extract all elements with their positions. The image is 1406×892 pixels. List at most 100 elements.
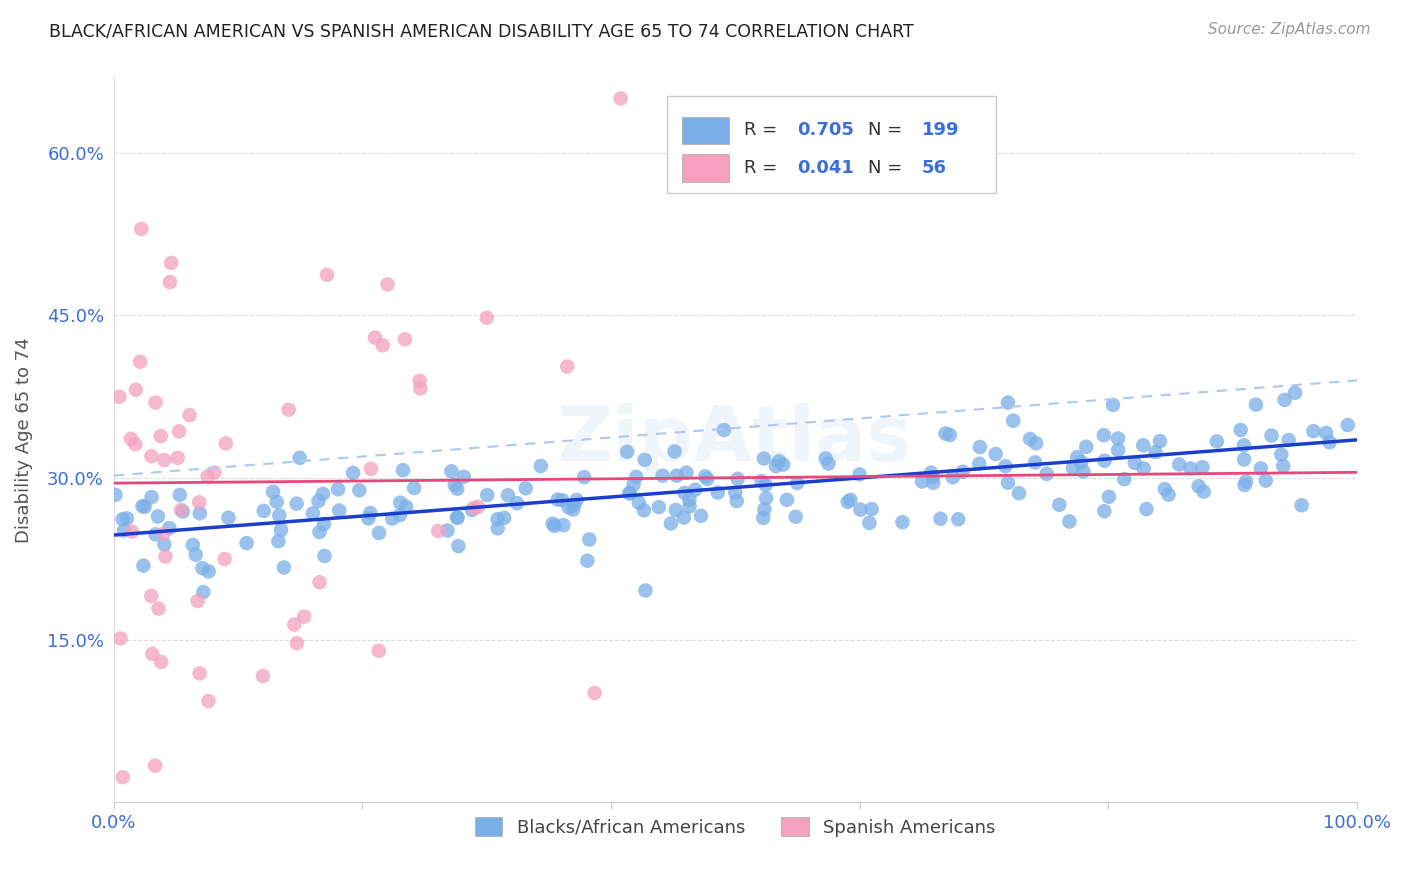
Point bbox=[506, 496, 529, 510]
Point bbox=[1076, 440, 1098, 454]
Point bbox=[696, 472, 718, 486]
Point bbox=[467, 500, 489, 514]
Point bbox=[1234, 475, 1257, 489]
Point bbox=[920, 466, 942, 480]
Point bbox=[673, 486, 696, 500]
Point bbox=[969, 440, 991, 454]
Legend: Blacks/African Americans, Spanish Americans: Blacks/African Americans, Spanish Americ… bbox=[468, 810, 1002, 844]
Point bbox=[1062, 461, 1084, 475]
Point bbox=[543, 518, 565, 533]
Point bbox=[111, 512, 134, 526]
Point bbox=[1114, 472, 1136, 486]
Point bbox=[1168, 458, 1191, 472]
Point bbox=[496, 488, 519, 502]
Point bbox=[1047, 498, 1070, 512]
Point bbox=[453, 469, 475, 483]
Point bbox=[1107, 443, 1129, 458]
Point bbox=[349, 483, 371, 498]
Point bbox=[160, 256, 183, 270]
Point bbox=[129, 355, 152, 369]
Point bbox=[633, 503, 655, 517]
Point bbox=[1008, 486, 1031, 500]
Point bbox=[149, 429, 172, 443]
Point bbox=[409, 381, 432, 395]
Point bbox=[1059, 515, 1081, 529]
Point bbox=[308, 575, 330, 590]
Point bbox=[1035, 467, 1057, 481]
Point bbox=[146, 509, 169, 524]
Point bbox=[312, 516, 335, 531]
Point bbox=[997, 475, 1019, 490]
Point bbox=[1244, 398, 1267, 412]
FancyBboxPatch shape bbox=[666, 95, 997, 194]
Point bbox=[695, 469, 717, 483]
Point bbox=[427, 524, 450, 538]
Point bbox=[494, 511, 516, 525]
Point bbox=[129, 222, 152, 236]
Point bbox=[1094, 453, 1116, 467]
Point bbox=[1192, 484, 1215, 499]
Point bbox=[110, 632, 132, 646]
Point bbox=[159, 275, 181, 289]
Point bbox=[1233, 452, 1256, 467]
Point bbox=[367, 644, 389, 658]
Point bbox=[1024, 455, 1046, 469]
Point bbox=[623, 477, 645, 491]
Point bbox=[1291, 498, 1313, 512]
Point bbox=[188, 507, 211, 521]
Point bbox=[104, 488, 127, 502]
Point bbox=[1132, 461, 1154, 475]
Point bbox=[285, 497, 308, 511]
Point bbox=[475, 310, 498, 325]
Point bbox=[616, 444, 638, 458]
Text: 0.041: 0.041 bbox=[797, 159, 855, 177]
Point bbox=[125, 383, 148, 397]
Point bbox=[359, 506, 381, 520]
Point bbox=[477, 488, 499, 502]
Point bbox=[108, 390, 131, 404]
Point bbox=[292, 609, 315, 624]
Point bbox=[772, 458, 794, 472]
Point bbox=[1315, 425, 1337, 440]
Point bbox=[316, 268, 339, 282]
Point bbox=[911, 475, 934, 489]
Point bbox=[515, 481, 537, 495]
Point bbox=[1229, 423, 1251, 437]
Point bbox=[858, 516, 880, 530]
Point bbox=[1102, 398, 1125, 412]
Text: ZipAtlas: ZipAtlas bbox=[558, 403, 912, 477]
Point bbox=[627, 496, 650, 510]
Point bbox=[1337, 418, 1360, 433]
Point bbox=[1066, 450, 1088, 464]
Point bbox=[626, 470, 648, 484]
Point bbox=[193, 585, 215, 599]
Point bbox=[672, 510, 695, 524]
Point bbox=[308, 494, 330, 508]
Point bbox=[167, 425, 190, 439]
Point bbox=[377, 277, 399, 292]
Point bbox=[486, 521, 509, 535]
Point bbox=[181, 538, 204, 552]
Point bbox=[690, 508, 713, 523]
Point bbox=[849, 502, 872, 516]
Point bbox=[283, 617, 305, 632]
Point bbox=[557, 500, 579, 515]
Point bbox=[262, 484, 284, 499]
Point bbox=[277, 402, 299, 417]
Point bbox=[1233, 438, 1256, 452]
Point bbox=[1149, 434, 1171, 449]
Point bbox=[134, 500, 156, 514]
Point bbox=[1153, 482, 1175, 496]
Point bbox=[555, 359, 578, 374]
Point bbox=[145, 527, 167, 541]
Point bbox=[634, 583, 657, 598]
Point bbox=[269, 508, 291, 523]
Point bbox=[131, 499, 153, 513]
Point bbox=[997, 395, 1019, 409]
Point bbox=[1092, 504, 1115, 518]
Point bbox=[678, 492, 700, 507]
Point bbox=[948, 512, 970, 526]
Point bbox=[921, 470, 943, 484]
Point bbox=[1144, 445, 1167, 459]
Point bbox=[755, 491, 778, 506]
